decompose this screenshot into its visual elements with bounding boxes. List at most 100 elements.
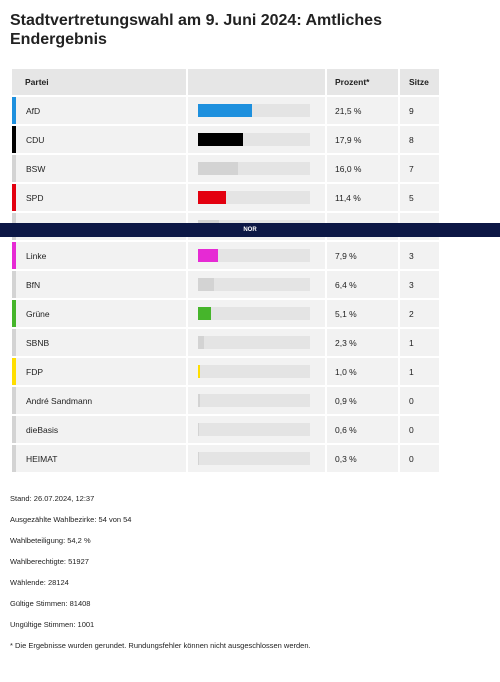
party-label: dieBasis xyxy=(26,424,59,435)
table-row: Grüne 5,1 % 2 xyxy=(12,300,439,327)
page-title: Stadtvertretungswahl am 9. Juni 2024: Am… xyxy=(10,12,382,48)
results-table: Partei Prozent* Sitze AfD 21,5 % 9 CDU 1 7,9 … xyxy=(10,67,441,474)
bar-track xyxy=(198,104,310,117)
bar xyxy=(198,104,252,117)
beteiligung-text: Wahlbeteiligung: 54,2 % xyxy=(10,536,91,545)
party-label: BSW xyxy=(26,163,46,174)
party-color-stripe xyxy=(12,358,16,385)
party-cell: BSW xyxy=(12,155,186,182)
seats-label: 3 xyxy=(400,271,439,298)
header-seats[interactable]: Sitze xyxy=(400,69,439,95)
bar xyxy=(198,423,200,436)
party-cell: HEIMAT xyxy=(12,445,186,472)
bar-track xyxy=(198,394,310,407)
bar-track xyxy=(198,307,310,320)
result-notes: Stand: 26.07.2024, 12:37 Ausgezählte Wah… xyxy=(10,494,311,662)
ungueltige-text: Ungültige Stimmen: 1001 xyxy=(10,620,95,629)
bar-track xyxy=(198,249,310,262)
percent-label: 6,4 % xyxy=(327,271,398,298)
party-cell: AfD xyxy=(12,97,186,124)
percent-label: 16,0 % xyxy=(327,155,398,182)
party-color-stripe xyxy=(12,445,16,472)
table-row: BfN 6,4 % 3 xyxy=(12,271,439,298)
party-color-stripe xyxy=(12,126,16,153)
party-label: Linke xyxy=(26,250,47,261)
table-row: SBNB 2,3 % 1 xyxy=(12,329,439,356)
bar-track xyxy=(198,162,310,175)
party-label: SBNB xyxy=(26,337,50,348)
party-color-stripe xyxy=(12,155,16,182)
party-cell: CDU xyxy=(12,126,186,153)
seats-label: 9 xyxy=(400,97,439,124)
percent-label: 7,9 % xyxy=(327,242,398,269)
header-percent[interactable]: Prozent* xyxy=(327,69,398,95)
party-color-stripe xyxy=(12,329,16,356)
table-row: BSW 16,0 % 7 xyxy=(12,155,439,182)
bar-track xyxy=(198,191,310,204)
party-color-stripe xyxy=(12,416,16,443)
gueltige-text: Gültige Stimmen: 81408 xyxy=(10,599,91,608)
table-header-row: Partei Prozent* Sitze xyxy=(12,69,439,95)
seats-label: 2 xyxy=(400,300,439,327)
party-cell: BfN xyxy=(12,271,186,298)
bar-cell xyxy=(188,184,325,211)
waehlende-text: Wählende: 28124 xyxy=(10,578,69,587)
bar-track xyxy=(198,365,310,378)
berechtigte-text: Wahlberechtigte: 51927 xyxy=(10,557,89,566)
bar-cell xyxy=(188,329,325,356)
bar-cell xyxy=(188,387,325,414)
party-label: SPD xyxy=(26,192,44,203)
party-color-stripe xyxy=(12,300,16,327)
seats-label: 1 xyxy=(400,358,439,385)
percent-label: 11,4 % xyxy=(327,184,398,211)
stand-text: Stand: 26.07.2024, 12:37 xyxy=(10,494,95,503)
table-row: AfD 21,5 % 9 xyxy=(12,97,439,124)
bar-cell xyxy=(188,242,325,269)
party-color-stripe xyxy=(12,242,16,269)
bar xyxy=(198,307,211,320)
bar-cell xyxy=(188,155,325,182)
seats-label: 5 xyxy=(400,184,439,211)
party-cell: Linke xyxy=(12,242,186,269)
party-cell: SPD xyxy=(12,184,186,211)
table-row: FDP 1,0 % 1 xyxy=(12,358,439,385)
percent-label: 21,5 % xyxy=(327,97,398,124)
header-party[interactable]: Partei xyxy=(12,69,186,95)
table-row: Linke 7,9 % 3 xyxy=(12,242,439,269)
party-label: HEIMAT xyxy=(26,453,58,464)
results-body: AfD 21,5 % 9 CDU 17,9 % 8 BSW 16,0 % 7 SPD 11,4 % 5… xyxy=(12,97,439,472)
table-row: SPD 11,4 % 5 xyxy=(12,184,439,211)
table-row: dieBasis 0,6 % 0 xyxy=(12,416,439,443)
bar xyxy=(198,336,204,349)
bar xyxy=(198,162,238,175)
bar-track xyxy=(198,452,310,465)
percent-label: 0,9 % xyxy=(327,387,398,414)
bar-track xyxy=(198,423,310,436)
seats-label: 7 xyxy=(400,155,439,182)
bar-track xyxy=(198,133,310,146)
percent-label: 0,6 % xyxy=(327,416,398,443)
party-label: André Sandmann xyxy=(26,395,93,406)
bar-cell xyxy=(188,271,325,298)
seats-label: 0 xyxy=(400,416,439,443)
party-color-stripe xyxy=(12,97,16,124)
party-label: CDU xyxy=(26,134,45,145)
bar-track xyxy=(198,336,310,349)
header-bar xyxy=(188,69,325,95)
seats-label: 1 xyxy=(400,329,439,356)
table-row: HEIMAT 0,3 % 0 xyxy=(12,445,439,472)
party-color-stripe xyxy=(12,387,16,414)
seats-label: 0 xyxy=(400,387,439,414)
bar-cell xyxy=(188,97,325,124)
seats-label: 0 xyxy=(400,445,439,472)
party-label: BfN xyxy=(26,279,41,290)
bar xyxy=(198,394,201,407)
bar xyxy=(198,191,227,204)
nor-banner[interactable]: NOR xyxy=(0,223,500,237)
table-row: André Sandmann 0,9 % 0 xyxy=(12,387,439,414)
bar xyxy=(198,452,199,465)
bar-cell xyxy=(188,445,325,472)
percent-label: 5,1 % xyxy=(327,300,398,327)
party-cell: André Sandmann xyxy=(12,387,186,414)
party-cell: SBNB xyxy=(12,329,186,356)
